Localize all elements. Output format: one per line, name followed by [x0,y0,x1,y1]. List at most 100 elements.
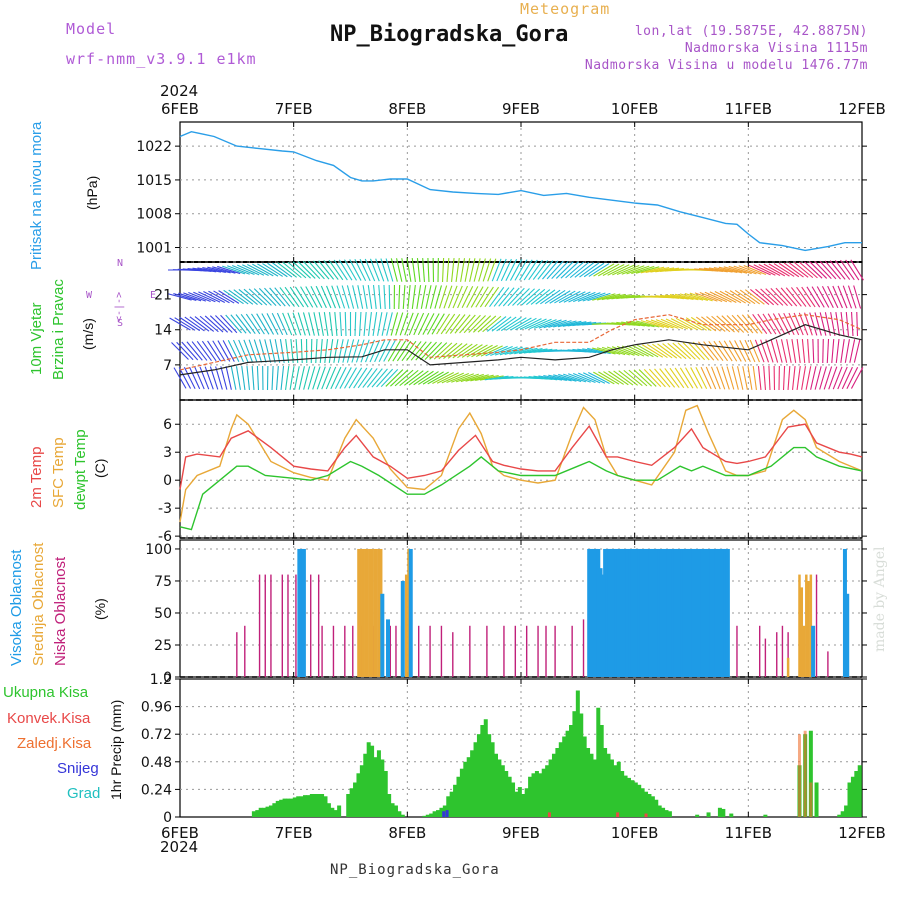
wind-arrow [582,292,606,302]
wind-arrow [334,311,338,337]
wind-arrow [410,341,427,361]
precip-total-bar [763,814,768,817]
wind-arrow [791,366,796,390]
wind-speed-line [179,324,863,376]
precip-total-bar [439,807,444,817]
wind-arrow [193,291,216,303]
wind-arrow [775,287,793,307]
wind-arrow [819,312,827,336]
footer-station: NP_Biogradska_Gora [330,862,500,878]
cloud-low-bar [776,632,778,677]
wind-arrow [305,286,318,308]
wind-arrow [482,315,502,333]
cloud-high-bar [594,548,599,677]
precip-total-bar [548,759,553,817]
wind-arrow [461,285,474,309]
cloud-high-bar [614,548,619,677]
precip-total-bar [661,807,666,817]
wind-arrow [372,285,377,309]
wind-arrow [734,289,756,305]
precip-total-bar [320,794,325,817]
dewpt-temp-line [179,446,863,531]
wind-arrow [319,338,323,364]
cloud-mid-bar [364,548,367,677]
compass-w: W [86,290,93,301]
wind-arrow [438,285,448,309]
cloud-high-bar [664,548,669,677]
wind-arrow [318,312,324,336]
precip-total-bar [808,730,813,817]
wind-arrow [804,261,823,279]
precip-total-bar [323,796,328,817]
cloud-low-bar [287,574,289,677]
wind-arrow [418,371,439,385]
wind-arrow [729,290,751,304]
cloud-low-bar [352,625,354,677]
wind-arrow [446,257,450,283]
precip-total-bar [630,780,635,817]
wind-arrow [450,258,455,282]
wind-arrow [380,258,389,282]
wind-arrow [443,285,453,309]
precip-total-bar [400,814,405,817]
wind-arrow [618,370,639,386]
page-title: NP_Biogradska_Gora [330,22,569,47]
precip-total-bar [272,803,277,817]
wind-arrow [805,366,812,390]
wind-arrow [455,258,460,282]
cloud-high-bar [705,548,710,677]
wind-arrow [598,371,620,385]
cloud-low-bar [759,625,761,677]
cloud-high-bar [687,548,692,677]
wind-arrow [606,346,630,356]
model-name: wrf-nmm_v3.9.1 e1km [66,50,257,68]
wind-arrow [328,339,334,363]
wind-arrow [726,366,735,390]
cloud-high-bar [605,548,610,677]
wind-arrow [685,367,698,389]
cloud-high-bar [386,619,391,677]
wind-arrow [554,290,576,304]
wind-arrow [472,315,492,333]
wind-arrow [313,312,320,336]
cloud-high-bar [616,548,621,677]
wind-arrow [168,293,192,301]
wind-arrow [578,372,601,384]
wind-arrow [198,291,221,303]
wind-arrow [850,259,864,281]
wind-arrow [509,259,523,281]
cloud-high-bar [811,625,816,677]
wind-arrow [713,266,738,274]
wind-arrow [217,265,241,275]
wind-arrow [487,258,497,282]
wind-arrow [832,366,843,390]
altitude-text: Nadmorska Visina 1115m [684,41,868,56]
wind-arrow [354,311,357,337]
cloud-high-bar [842,548,847,677]
wind-arrow [706,316,726,332]
wind-arrow [341,285,350,309]
y-tick-label: 0.48 [141,755,172,771]
wind-arrow [631,344,654,358]
wind-arrow [602,263,625,277]
cloud-mid-bar [366,548,369,677]
wind-arrow [824,260,841,280]
wind-arrow [489,287,505,307]
wind-arrow [526,288,546,306]
wind-arrow [368,312,372,336]
wind-arrow [372,312,378,336]
cloud-low-bar [389,625,391,677]
cloud-high-bar [712,548,717,677]
temp-unit: (C) [92,458,108,478]
cloud-high-bar [700,548,705,677]
cloud-low-bar [440,625,443,677]
wind-arrow [799,261,818,279]
wind-arrow [757,366,762,390]
y-tick-label: 6 [163,417,172,433]
wind-arrow [835,312,840,336]
model-altitude-text: Nadmorska Visina u modelu 1476.77m [584,58,868,73]
wind-arrow [518,348,543,354]
wind-arrow [192,267,217,273]
wind-arrow [366,368,383,388]
precip-freeze-bar [803,730,807,817]
